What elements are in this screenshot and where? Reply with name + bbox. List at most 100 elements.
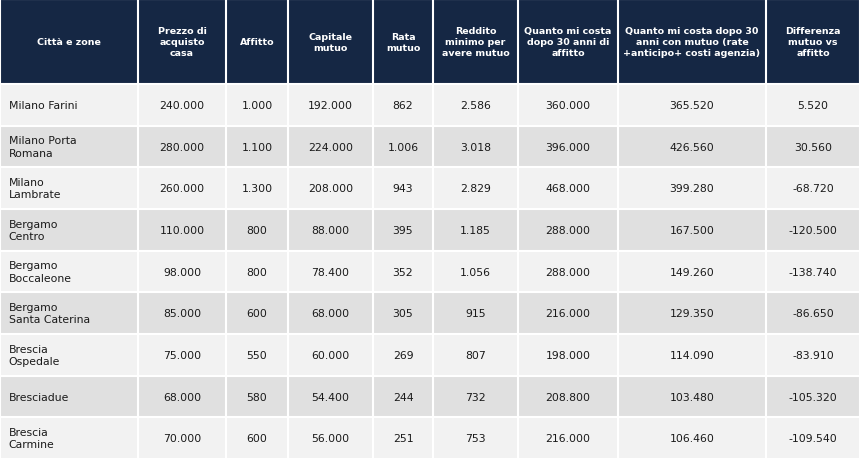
Text: 68.000: 68.000 [163, 392, 201, 402]
Text: 70.000: 70.000 [163, 433, 201, 443]
Text: Differenza
mutuo vs
affitto: Differenza mutuo vs affitto [785, 27, 841, 58]
Text: 807: 807 [465, 350, 486, 360]
Text: Bergamo
Santa Caterina: Bergamo Santa Caterina [9, 302, 89, 325]
Text: Affitto: Affitto [240, 38, 274, 47]
Text: 360.000: 360.000 [545, 101, 591, 111]
Text: 103.480: 103.480 [670, 392, 715, 402]
Text: 915: 915 [465, 308, 486, 319]
Bar [0, 168, 860, 210]
Text: 192.000: 192.000 [308, 101, 353, 111]
Text: Bresciadue: Bresciadue [9, 392, 69, 402]
Bar [0, 85, 860, 127]
Text: Bergamo
Boccaleone: Bergamo Boccaleone [9, 261, 71, 283]
Text: 68.000: 68.000 [311, 308, 349, 319]
Text: 78.400: 78.400 [311, 267, 349, 277]
Text: 129.350: 129.350 [670, 308, 715, 319]
Text: 260.000: 260.000 [159, 184, 205, 194]
Text: 224.000: 224.000 [308, 142, 353, 152]
Text: 800: 800 [247, 225, 267, 235]
Text: 98.000: 98.000 [163, 267, 201, 277]
Text: 208.800: 208.800 [545, 392, 591, 402]
Text: 1.056: 1.056 [460, 267, 491, 277]
Text: Milano
Lambrate: Milano Lambrate [9, 178, 61, 200]
Text: Milano Porta
Romana: Milano Porta Romana [9, 136, 77, 158]
Bar [373, 0, 433, 85]
Text: 3.018: 3.018 [460, 142, 491, 152]
Text: Quanto mi costa
dopo 30 anni di
affitto: Quanto mi costa dopo 30 anni di affitto [525, 27, 611, 58]
Text: 60.000: 60.000 [311, 350, 350, 360]
Bar [288, 0, 373, 85]
Text: Brescia
Ospedale: Brescia Ospedale [9, 344, 60, 366]
Bar [0, 0, 138, 85]
Text: -138.740: -138.740 [789, 267, 838, 277]
Text: 2.586: 2.586 [460, 101, 491, 111]
Bar [138, 0, 226, 85]
Text: 396.000: 396.000 [545, 142, 591, 152]
Text: 288.000: 288.000 [545, 267, 591, 277]
Text: 468.000: 468.000 [545, 184, 591, 194]
Text: 216.000: 216.000 [545, 308, 591, 319]
Text: 600: 600 [247, 433, 267, 443]
Text: 800: 800 [247, 267, 267, 277]
Text: 110.000: 110.000 [159, 225, 205, 235]
Text: 753: 753 [465, 433, 486, 443]
Bar [0, 127, 860, 168]
Text: 54.400: 54.400 [311, 392, 349, 402]
Text: -105.320: -105.320 [789, 392, 838, 402]
Text: Milano Farini: Milano Farini [9, 101, 77, 111]
Text: 114.090: 114.090 [670, 350, 715, 360]
Text: 198.000: 198.000 [545, 350, 591, 360]
Text: -86.650: -86.650 [792, 308, 834, 319]
Text: 365.520: 365.520 [670, 101, 715, 111]
Text: 288.000: 288.000 [545, 225, 591, 235]
Text: 269: 269 [393, 350, 414, 360]
Bar [0, 210, 860, 251]
Text: 395: 395 [393, 225, 414, 235]
Bar [518, 0, 618, 85]
Text: 216.000: 216.000 [545, 433, 591, 443]
Text: -120.500: -120.500 [789, 225, 838, 235]
Bar [766, 0, 860, 85]
Bar [433, 0, 518, 85]
Text: 1.006: 1.006 [388, 142, 419, 152]
Bar [0, 334, 860, 376]
Text: -68.720: -68.720 [792, 184, 834, 194]
Bar [0, 293, 860, 334]
Text: 280.000: 280.000 [159, 142, 205, 152]
Text: -83.910: -83.910 [792, 350, 834, 360]
Text: 732: 732 [465, 392, 486, 402]
Text: 56.000: 56.000 [311, 433, 349, 443]
Text: Capitale
mutuo: Capitale mutuo [309, 33, 353, 52]
Text: Bergamo
Centro: Bergamo Centro [9, 219, 58, 241]
Text: 1.300: 1.300 [242, 184, 273, 194]
Text: 149.260: 149.260 [670, 267, 715, 277]
Text: 208.000: 208.000 [308, 184, 353, 194]
Text: 1.000: 1.000 [242, 101, 273, 111]
Text: Reddito
minimo per
avere mutuo: Reddito minimo per avere mutuo [442, 27, 509, 58]
Text: Brescia
Carmine: Brescia Carmine [9, 427, 54, 449]
Text: Quanto mi costa dopo 30
anni con mutuo (rate
+anticipo+ costi agenzia): Quanto mi costa dopo 30 anni con mutuo (… [624, 27, 760, 58]
Text: 1.100: 1.100 [242, 142, 273, 152]
Bar [0, 417, 860, 459]
Text: 244: 244 [393, 392, 414, 402]
Text: 5.520: 5.520 [797, 101, 828, 111]
Bar [0, 251, 860, 293]
Text: Rata
mutuo: Rata mutuo [386, 33, 421, 52]
Text: 550: 550 [247, 350, 267, 360]
Text: 240.000: 240.000 [159, 101, 205, 111]
Text: 352: 352 [393, 267, 414, 277]
Text: 305: 305 [393, 308, 414, 319]
Text: 106.460: 106.460 [670, 433, 715, 443]
Text: 2.829: 2.829 [460, 184, 491, 194]
Bar [0, 376, 860, 417]
Bar [618, 0, 766, 85]
Text: 600: 600 [247, 308, 267, 319]
Text: 30.560: 30.560 [794, 142, 832, 152]
Text: 426.560: 426.560 [670, 142, 715, 152]
Text: 75.000: 75.000 [163, 350, 201, 360]
Text: Città e zone: Città e zone [37, 38, 101, 47]
Text: Prezzo di
acquisto
casa: Prezzo di acquisto casa [157, 27, 206, 58]
Text: -109.540: -109.540 [789, 433, 838, 443]
Text: 167.500: 167.500 [670, 225, 715, 235]
Text: 85.000: 85.000 [163, 308, 201, 319]
